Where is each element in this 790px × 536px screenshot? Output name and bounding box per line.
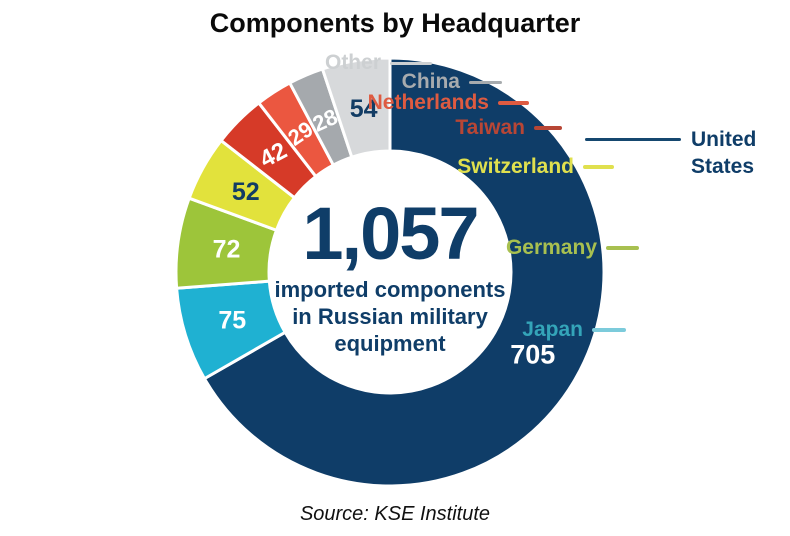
country-label-taiwan: Taiwan [455,115,562,141]
country-label-netherlands: Netherlands [368,90,529,116]
leader-line-japan [592,328,626,332]
leader-line-germany [606,246,639,250]
country-label-germany: Germany [506,235,639,261]
segment-value-japan: 75 [218,307,246,335]
country-label-text-switzerland: Switzerland [457,155,574,178]
country-label-japan: Japan [522,317,626,343]
chart-title: Components by Headquarter [209,8,581,38]
leader-line-taiwan [534,126,562,130]
leader-line-netherlands [498,101,529,105]
country-label-united-states: United States [585,126,775,180]
segment-value-switzerland: 52 [232,178,260,206]
source-caption: Source: KSE Institute [299,503,491,525]
country-label-china: China [402,69,502,95]
country-label-text-china: China [401,70,460,93]
country-label-other: Other [325,50,432,76]
leader-line-china [469,80,502,84]
country-label-text-germany: Germany [505,236,597,259]
center-total-value: 1,057 [302,192,479,275]
country-label-switzerland: Switzerland [457,154,614,180]
donut-segment-other [320,56,392,159]
country-label-text-united-states: United States [691,128,757,178]
segment-value-other: 54 [350,95,378,123]
country-label-text-japan: Japan [522,318,583,341]
segment-value-united-states: 705 [510,340,555,370]
segment-value-germany: 72 [213,235,241,263]
country-label-text-other: Other [324,51,381,74]
country-label-text-taiwan: Taiwan [455,116,525,139]
donut-center: 1,057 imported components in Russian mil… [265,196,515,357]
leader-line-other [390,61,432,65]
center-caption: imported components in Russian military … [274,277,506,356]
leader-line-switzerland [583,165,614,169]
leader-line-united-states [585,138,681,141]
country-label-text-netherlands: Netherlands [367,91,489,114]
donut-segment-united-states [202,56,606,488]
